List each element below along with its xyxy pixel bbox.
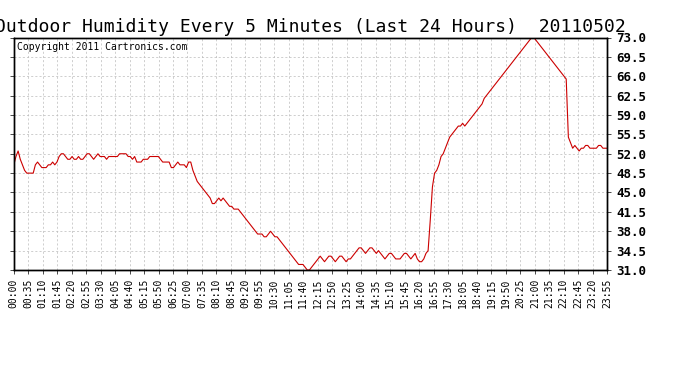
Title: Outdoor Humidity Every 5 Minutes (Last 24 Hours)  20110502: Outdoor Humidity Every 5 Minutes (Last 2… — [0, 18, 626, 36]
Text: Copyright 2011 Cartronics.com: Copyright 2011 Cartronics.com — [17, 42, 187, 52]
